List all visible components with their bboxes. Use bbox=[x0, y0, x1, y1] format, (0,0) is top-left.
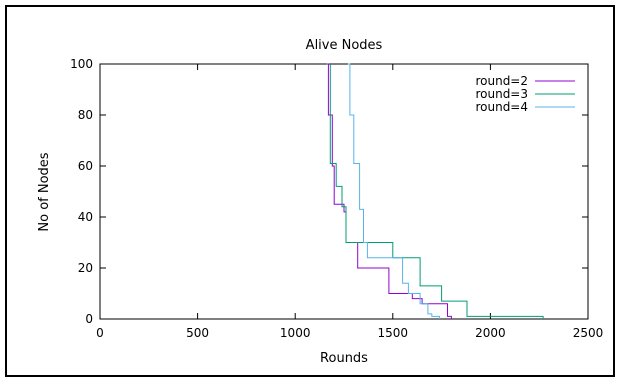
legend-label: round=2 bbox=[475, 74, 528, 88]
legend-label: round=4 bbox=[475, 100, 528, 114]
y-axis-label: No of Nodes bbox=[37, 152, 52, 231]
alive-nodes-chart: Alive Nodes Rounds No of Nodes 0 500 1000 1… bbox=[37, 38, 604, 366]
x-tick-label: 1000 bbox=[280, 326, 311, 340]
chart-title: Alive Nodes bbox=[306, 38, 383, 53]
y-tick-label: 80 bbox=[78, 108, 93, 122]
y-tick-label: 100 bbox=[70, 57, 93, 71]
series-line-round-4 bbox=[347, 63, 441, 319]
chart-frame: Alive Nodes Rounds No of Nodes 0 500 1000 1… bbox=[5, 5, 615, 377]
plot-area bbox=[99, 63, 589, 320]
y-tick-label: 60 bbox=[78, 159, 93, 173]
x-axis-label: Rounds bbox=[320, 351, 368, 366]
y-tick-label: 40 bbox=[78, 210, 93, 224]
series-line-round-3 bbox=[329, 64, 544, 319]
x-tick-label: 1500 bbox=[378, 326, 409, 340]
x-tick-label: 500 bbox=[186, 326, 209, 340]
x-tick-label: 2500 bbox=[573, 326, 604, 340]
y-tick-label: 0 bbox=[85, 312, 93, 326]
series-line-round-2 bbox=[326, 63, 452, 319]
y-tick-label: 20 bbox=[78, 261, 93, 275]
legend-label: round=3 bbox=[475, 87, 528, 101]
x-tick-label: 2000 bbox=[475, 326, 506, 340]
x-tick-label: 0 bbox=[96, 326, 104, 340]
